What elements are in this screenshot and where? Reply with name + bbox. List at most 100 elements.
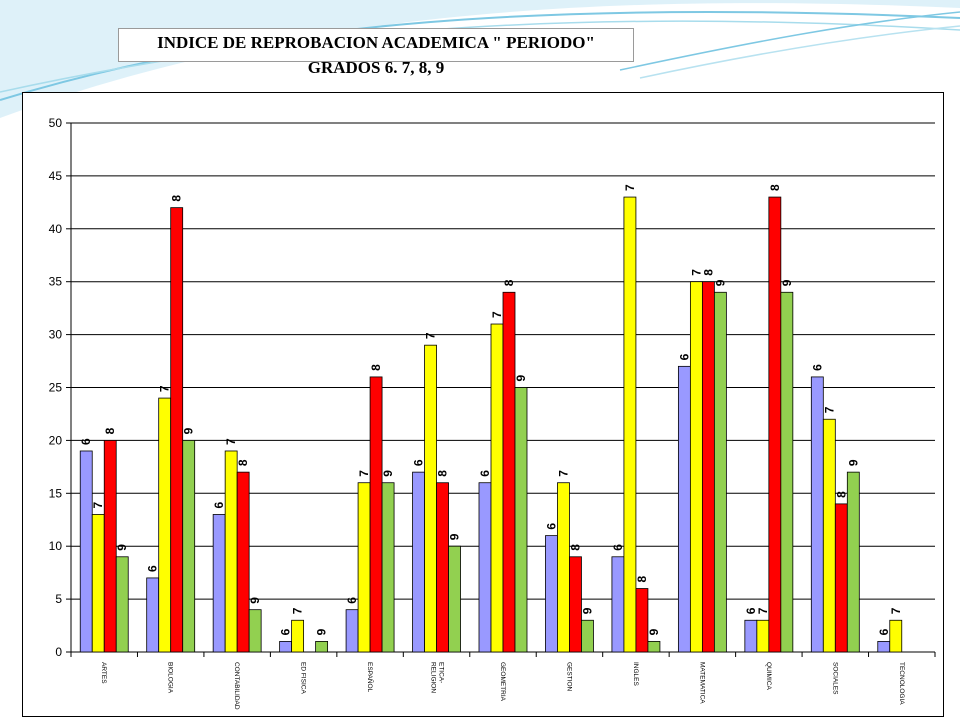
bar <box>768 196 782 653</box>
category-label-line: ARTES <box>100 662 107 684</box>
data-label: 6 <box>877 628 891 635</box>
category-label-line: GEOMETRIA <box>499 662 506 702</box>
bar <box>701 281 715 653</box>
data-label: 6 <box>611 544 625 551</box>
category-label: ETICA-RELIGION <box>430 662 445 693</box>
bar <box>412 471 425 653</box>
data-label: 7 <box>357 470 371 477</box>
category-label-line: MATEMATICA <box>698 662 705 704</box>
data-label: 9 <box>381 470 395 477</box>
data-label: 6 <box>810 364 824 371</box>
data-label: 9 <box>647 628 661 635</box>
data-label: 7 <box>556 470 570 477</box>
data-label: 6 <box>544 523 558 530</box>
data-label: 6 <box>478 470 492 477</box>
decorative-line <box>639 25 960 79</box>
bar <box>279 641 293 653</box>
chart-title-line1: INDICE DE REPROBACION ACADEMICA " PERIOD… <box>157 33 595 52</box>
bar <box>744 619 758 653</box>
data-label: 9 <box>315 628 329 635</box>
data-label: 9 <box>448 533 462 540</box>
data-label: 9 <box>182 427 196 434</box>
bar <box>677 365 691 653</box>
y-tick-label: 15 <box>49 486 63 500</box>
bar <box>877 641 891 653</box>
data-label: 8 <box>236 459 250 466</box>
y-tick-label: 25 <box>49 381 63 395</box>
data-label: 9 <box>514 375 528 382</box>
data-label: 7 <box>424 332 438 339</box>
category-label: ED FISICA <box>300 662 307 694</box>
data-label: 8 <box>701 269 715 276</box>
category-label-line: TECNOLOGIA <box>898 662 905 705</box>
y-tick-label: 20 <box>49 433 63 447</box>
bar <box>557 482 570 653</box>
data-label: 8 <box>635 576 649 583</box>
data-label: 7 <box>291 607 305 614</box>
data-label: 9 <box>115 544 129 551</box>
bar <box>810 376 824 653</box>
category-label: BIOLOGIA <box>167 662 174 694</box>
category-label-line: GESTION <box>565 662 572 692</box>
category-label-line: ETICA- <box>438 662 445 683</box>
y-tick-label: 30 <box>49 328 63 342</box>
bar <box>369 376 383 653</box>
category-label: ARTES <box>100 662 107 684</box>
bar <box>780 291 794 653</box>
bar <box>291 619 305 653</box>
category-label: TECNOLOGIA <box>898 662 905 705</box>
bar <box>381 482 395 653</box>
data-label: 7 <box>158 385 172 392</box>
chart-title-line2: GRADOS 6. 7, 8, 9 <box>307 58 445 77</box>
bar <box>170 207 184 653</box>
bar <box>635 588 649 653</box>
data-label: 6 <box>412 459 426 466</box>
data-label: 9 <box>248 597 262 604</box>
category-label-line: BIOLOGIA <box>167 662 174 694</box>
bar <box>182 439 196 653</box>
category-label-line: ED FISICA <box>300 662 307 694</box>
data-label: 9 <box>846 459 860 466</box>
bar <box>545 535 558 653</box>
y-tick-label: 10 <box>49 539 63 553</box>
bar <box>502 291 516 653</box>
data-label: 7 <box>91 501 105 508</box>
data-label: 9 <box>780 279 794 286</box>
title-box <box>118 28 634 62</box>
data-label: 8 <box>369 364 383 371</box>
bar <box>448 545 461 653</box>
category-label-line: SOCIALES <box>831 662 838 695</box>
data-label: 8 <box>170 195 184 202</box>
category-label-line: INGLES <box>632 662 639 687</box>
data-label: 7 <box>490 311 504 318</box>
bar <box>236 471 250 653</box>
bar <box>315 641 329 653</box>
bar <box>611 556 625 653</box>
data-label: 9 <box>580 607 594 614</box>
data-label: 8 <box>103 427 117 434</box>
bar <box>146 577 160 653</box>
data-label: 7 <box>689 269 703 276</box>
decorative-line <box>619 11 960 71</box>
bar <box>490 323 504 653</box>
data-label: 8 <box>834 491 848 498</box>
category-label-line: QUIMICA <box>765 662 772 690</box>
bar <box>581 619 594 653</box>
category-label: SOCIALES <box>831 662 838 695</box>
data-label: 7 <box>623 184 637 191</box>
y-tick-label: 40 <box>49 222 63 236</box>
bar <box>713 291 727 653</box>
bar <box>689 281 703 653</box>
bar <box>357 482 371 653</box>
category-label-line: ESPAÑOL <box>366 662 375 693</box>
y-tick-label: 45 <box>49 169 63 183</box>
data-label: 8 <box>768 184 782 191</box>
category-label: ESPAÑOL <box>366 662 375 693</box>
y-tick-label: 50 <box>49 116 63 130</box>
data-label: 6 <box>279 628 293 635</box>
bar <box>623 196 637 653</box>
data-label: 8 <box>568 544 582 551</box>
data-label: 7 <box>822 406 836 413</box>
bar <box>514 387 528 653</box>
